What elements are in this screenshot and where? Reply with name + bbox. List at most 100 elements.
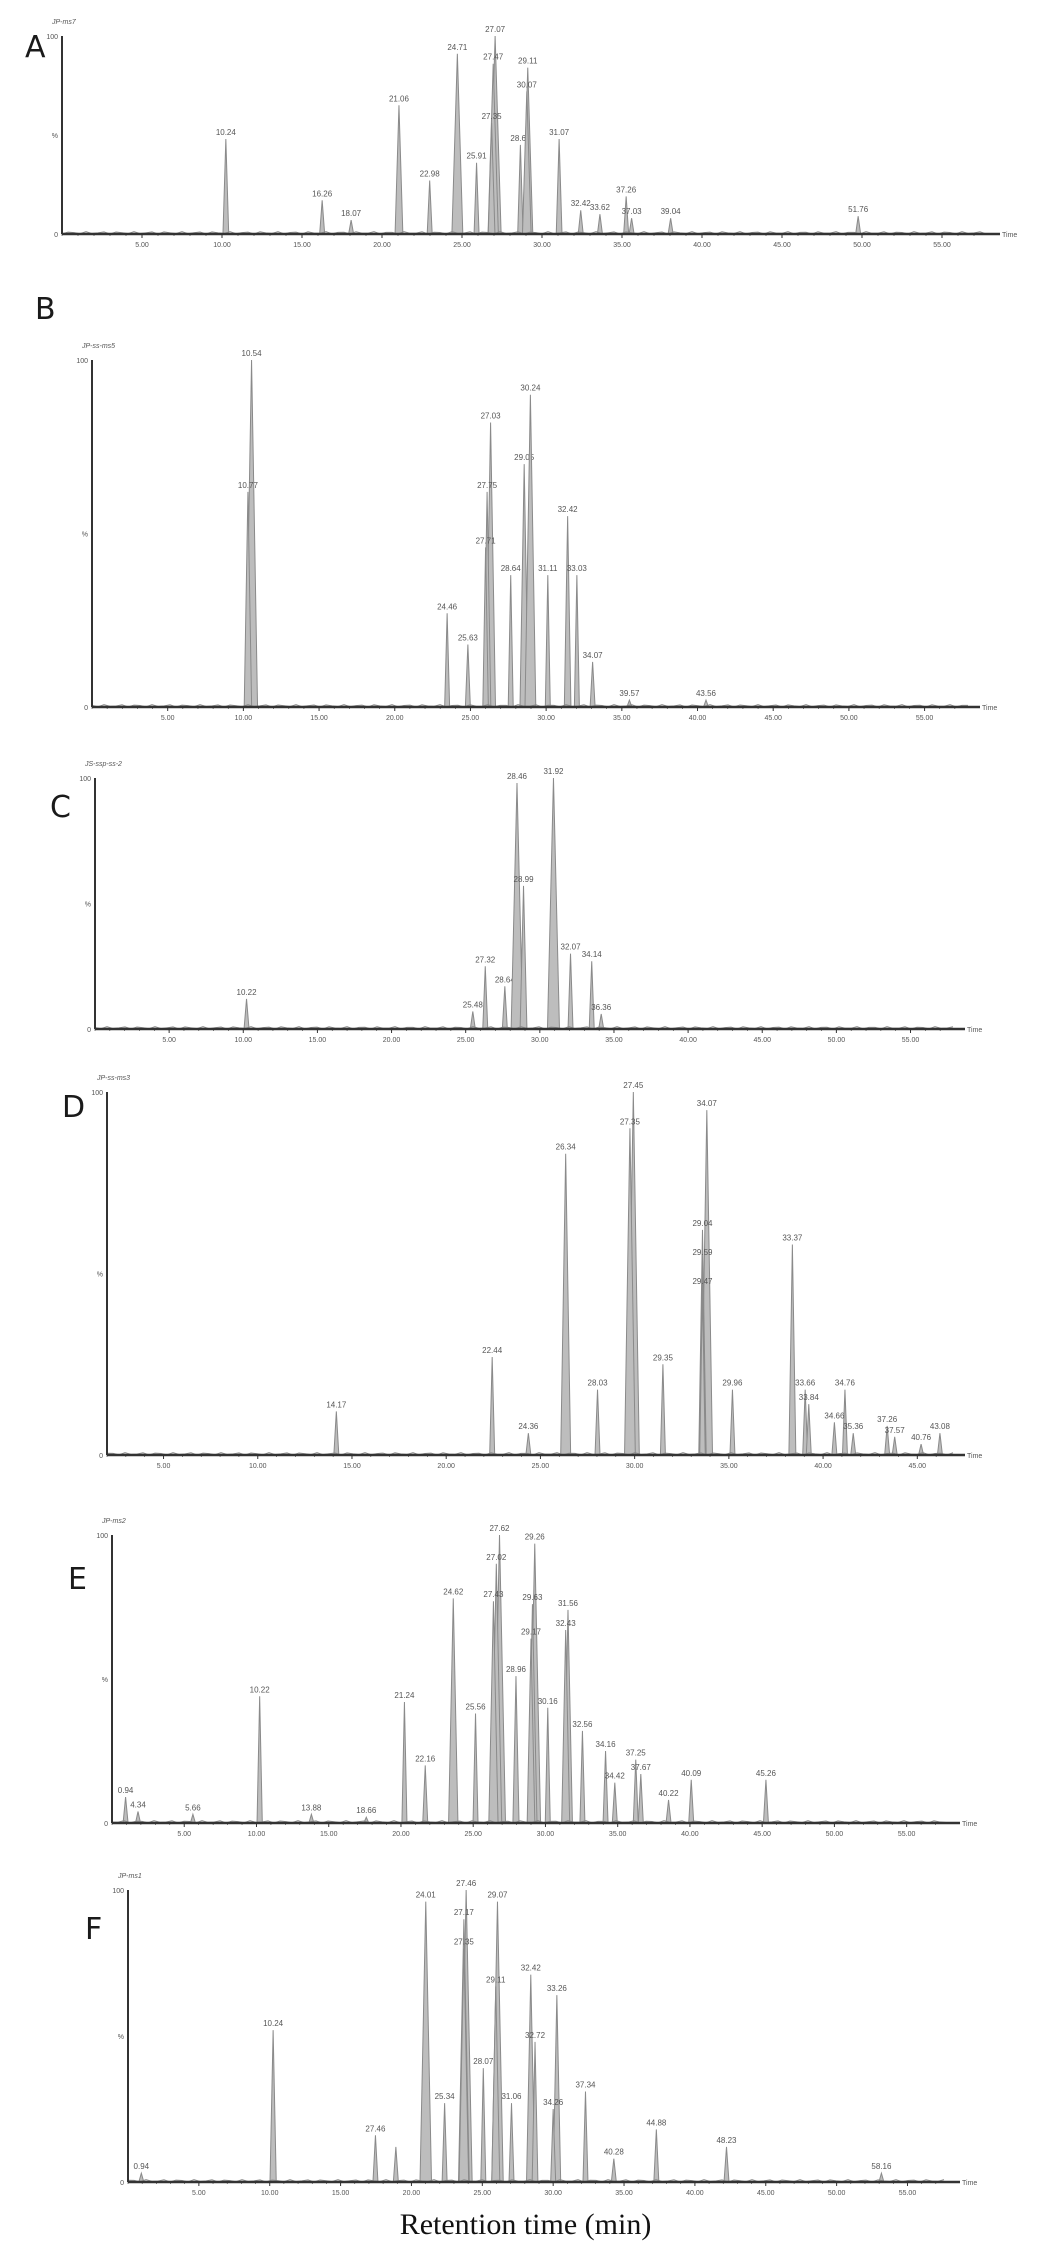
peak-label: 31.07 — [549, 128, 570, 137]
x-tick-label: 50.00 — [840, 715, 858, 722]
peak-label: 43.08 — [930, 1422, 951, 1431]
peak-label: 27.46 — [456, 1879, 477, 1888]
peak-label: 31.11 — [538, 564, 558, 573]
peak-label: 33.84 — [799, 1393, 820, 1402]
trace-name: JP-ms7 — [51, 19, 77, 26]
x-tick-label: 25.00 — [457, 1037, 475, 1044]
x-axis-unit: Time — [967, 1027, 982, 1034]
y-tick-label: 100 — [79, 776, 91, 783]
peak-label: 21.06 — [389, 94, 410, 103]
x-tick-label: 50.00 — [828, 1037, 846, 1044]
peak-label: 34.76 — [835, 1379, 856, 1388]
peak-label: 29.07 — [487, 1891, 508, 1900]
peak — [610, 2158, 617, 2183]
peak-label: 29.17 — [521, 1628, 542, 1637]
peak-label: 32.43 — [556, 1619, 577, 1628]
x-tick-label: 20.00 — [383, 1037, 401, 1044]
peak-label: 34.66 — [824, 1411, 845, 1420]
y-tick-label: 0 — [120, 2180, 124, 2187]
peak-label: 27.35 — [454, 1937, 475, 1946]
x-tick-label: 20.00 — [386, 715, 404, 722]
peak-label: 37.67 — [631, 1763, 652, 1772]
peak-label: 27.02 — [486, 1553, 507, 1562]
x-tick-label: 55.00 — [933, 242, 951, 249]
peak-label: 27.71 — [476, 536, 497, 545]
x-tick-label: 35.00 — [605, 1037, 623, 1044]
peak-label: 27.43 — [483, 1590, 504, 1599]
peak-label: 32.07 — [561, 943, 582, 952]
x-axis-unit: Time — [962, 2180, 977, 2187]
x-tick-label: 45.00 — [753, 1831, 771, 1838]
peak-label: 37.57 — [885, 1426, 906, 1435]
peak-label: 27.35 — [620, 1117, 641, 1126]
peak-label: 27.07 — [485, 25, 506, 34]
peak — [653, 2129, 660, 2183]
x-tick-label: 20.00 — [437, 1463, 455, 1470]
peak-label: 0.94 — [118, 1786, 134, 1795]
y-tick-label: 100 — [91, 1090, 103, 1097]
x-axis-unit: Time — [962, 1821, 977, 1828]
x-tick-label: 40.00 — [686, 2190, 704, 2197]
peak-label: 18.07 — [341, 209, 362, 218]
peak-label: 27.17 — [454, 1908, 475, 1917]
y-tick-label: 0 — [99, 1453, 103, 1460]
peak-label: 16.26 — [312, 189, 333, 198]
trace-name: JS-ssp-ss-2 — [84, 761, 122, 768]
panel-letter: A — [25, 30, 46, 65]
peak-label: 31.06 — [501, 2092, 522, 2101]
peak-label: 24.36 — [518, 1422, 539, 1431]
x-tick-label: 30.00 — [533, 242, 551, 249]
peak-label: 27.62 — [489, 1524, 510, 1533]
x-tick-label: 35.00 — [609, 1831, 627, 1838]
y-tick-label: % — [52, 133, 58, 140]
peak-label: 29.35 — [653, 1353, 674, 1362]
x-tick-label: 35.00 — [720, 1463, 738, 1470]
peak-label: 0.94 — [134, 2162, 150, 2171]
peak-label: 36.36 — [591, 1003, 612, 1012]
y-tick-label: % — [118, 2034, 124, 2041]
x-tick-label: 15.00 — [332, 2190, 350, 2197]
peak-label: 28.64 — [501, 564, 522, 573]
x-tick-label: 5.00 — [157, 1463, 171, 1470]
trace-name: JP-ms1 — [117, 1873, 142, 1880]
peak-label: 58.16 — [871, 2162, 892, 2171]
panel-letter: D — [62, 1090, 86, 1125]
x-tick-label: 30.00 — [531, 1037, 549, 1044]
x-tick-label: 50.00 — [826, 1831, 844, 1838]
peak-label: 10.22 — [250, 1685, 271, 1694]
peak-label: 28.96 — [506, 1665, 527, 1674]
x-tick-label: 5.00 — [192, 2190, 206, 2197]
x-tick-label: 45.00 — [753, 1037, 771, 1044]
peak-label: 29.96 — [722, 1379, 743, 1388]
peak-label: 48.23 — [716, 2136, 737, 2145]
x-tick-label: 10.00 — [235, 1037, 253, 1044]
peak-label: 37.25 — [626, 1749, 647, 1758]
panel-letter: F — [85, 1912, 103, 1947]
peak-label: 4.34 — [130, 1800, 146, 1809]
peak-label: 27.03 — [481, 411, 502, 420]
peak-label: 25.56 — [466, 1703, 487, 1712]
peak-label: 45.26 — [756, 1769, 777, 1778]
x-tick-label: 50.00 — [828, 2190, 846, 2197]
peak-label: 30.24 — [520, 384, 541, 393]
x-tick-label: 30.00 — [537, 1831, 555, 1838]
x-tick-label: 45.00 — [909, 1463, 927, 1470]
peak-label: 34.16 — [596, 1740, 617, 1749]
x-tick-label: 45.00 — [773, 242, 791, 249]
x-tick-label: 15.00 — [309, 1037, 327, 1044]
peak-label: 25.48 — [463, 1000, 484, 1009]
trace-name: JP-ms2 — [101, 1518, 126, 1525]
peak-label: 29.11 — [518, 57, 538, 66]
x-tick-label: 40.00 — [681, 1831, 699, 1838]
peak-label: 33.26 — [547, 1984, 568, 1993]
peak-label: 34.07 — [583, 651, 604, 660]
peak-label: 43.56 — [696, 689, 717, 698]
y-tick-label: % — [102, 1677, 108, 1684]
peak-label: 33.66 — [795, 1379, 816, 1388]
peak-label: 32.72 — [525, 2031, 546, 2040]
peak-label: 27.75 — [477, 481, 498, 490]
